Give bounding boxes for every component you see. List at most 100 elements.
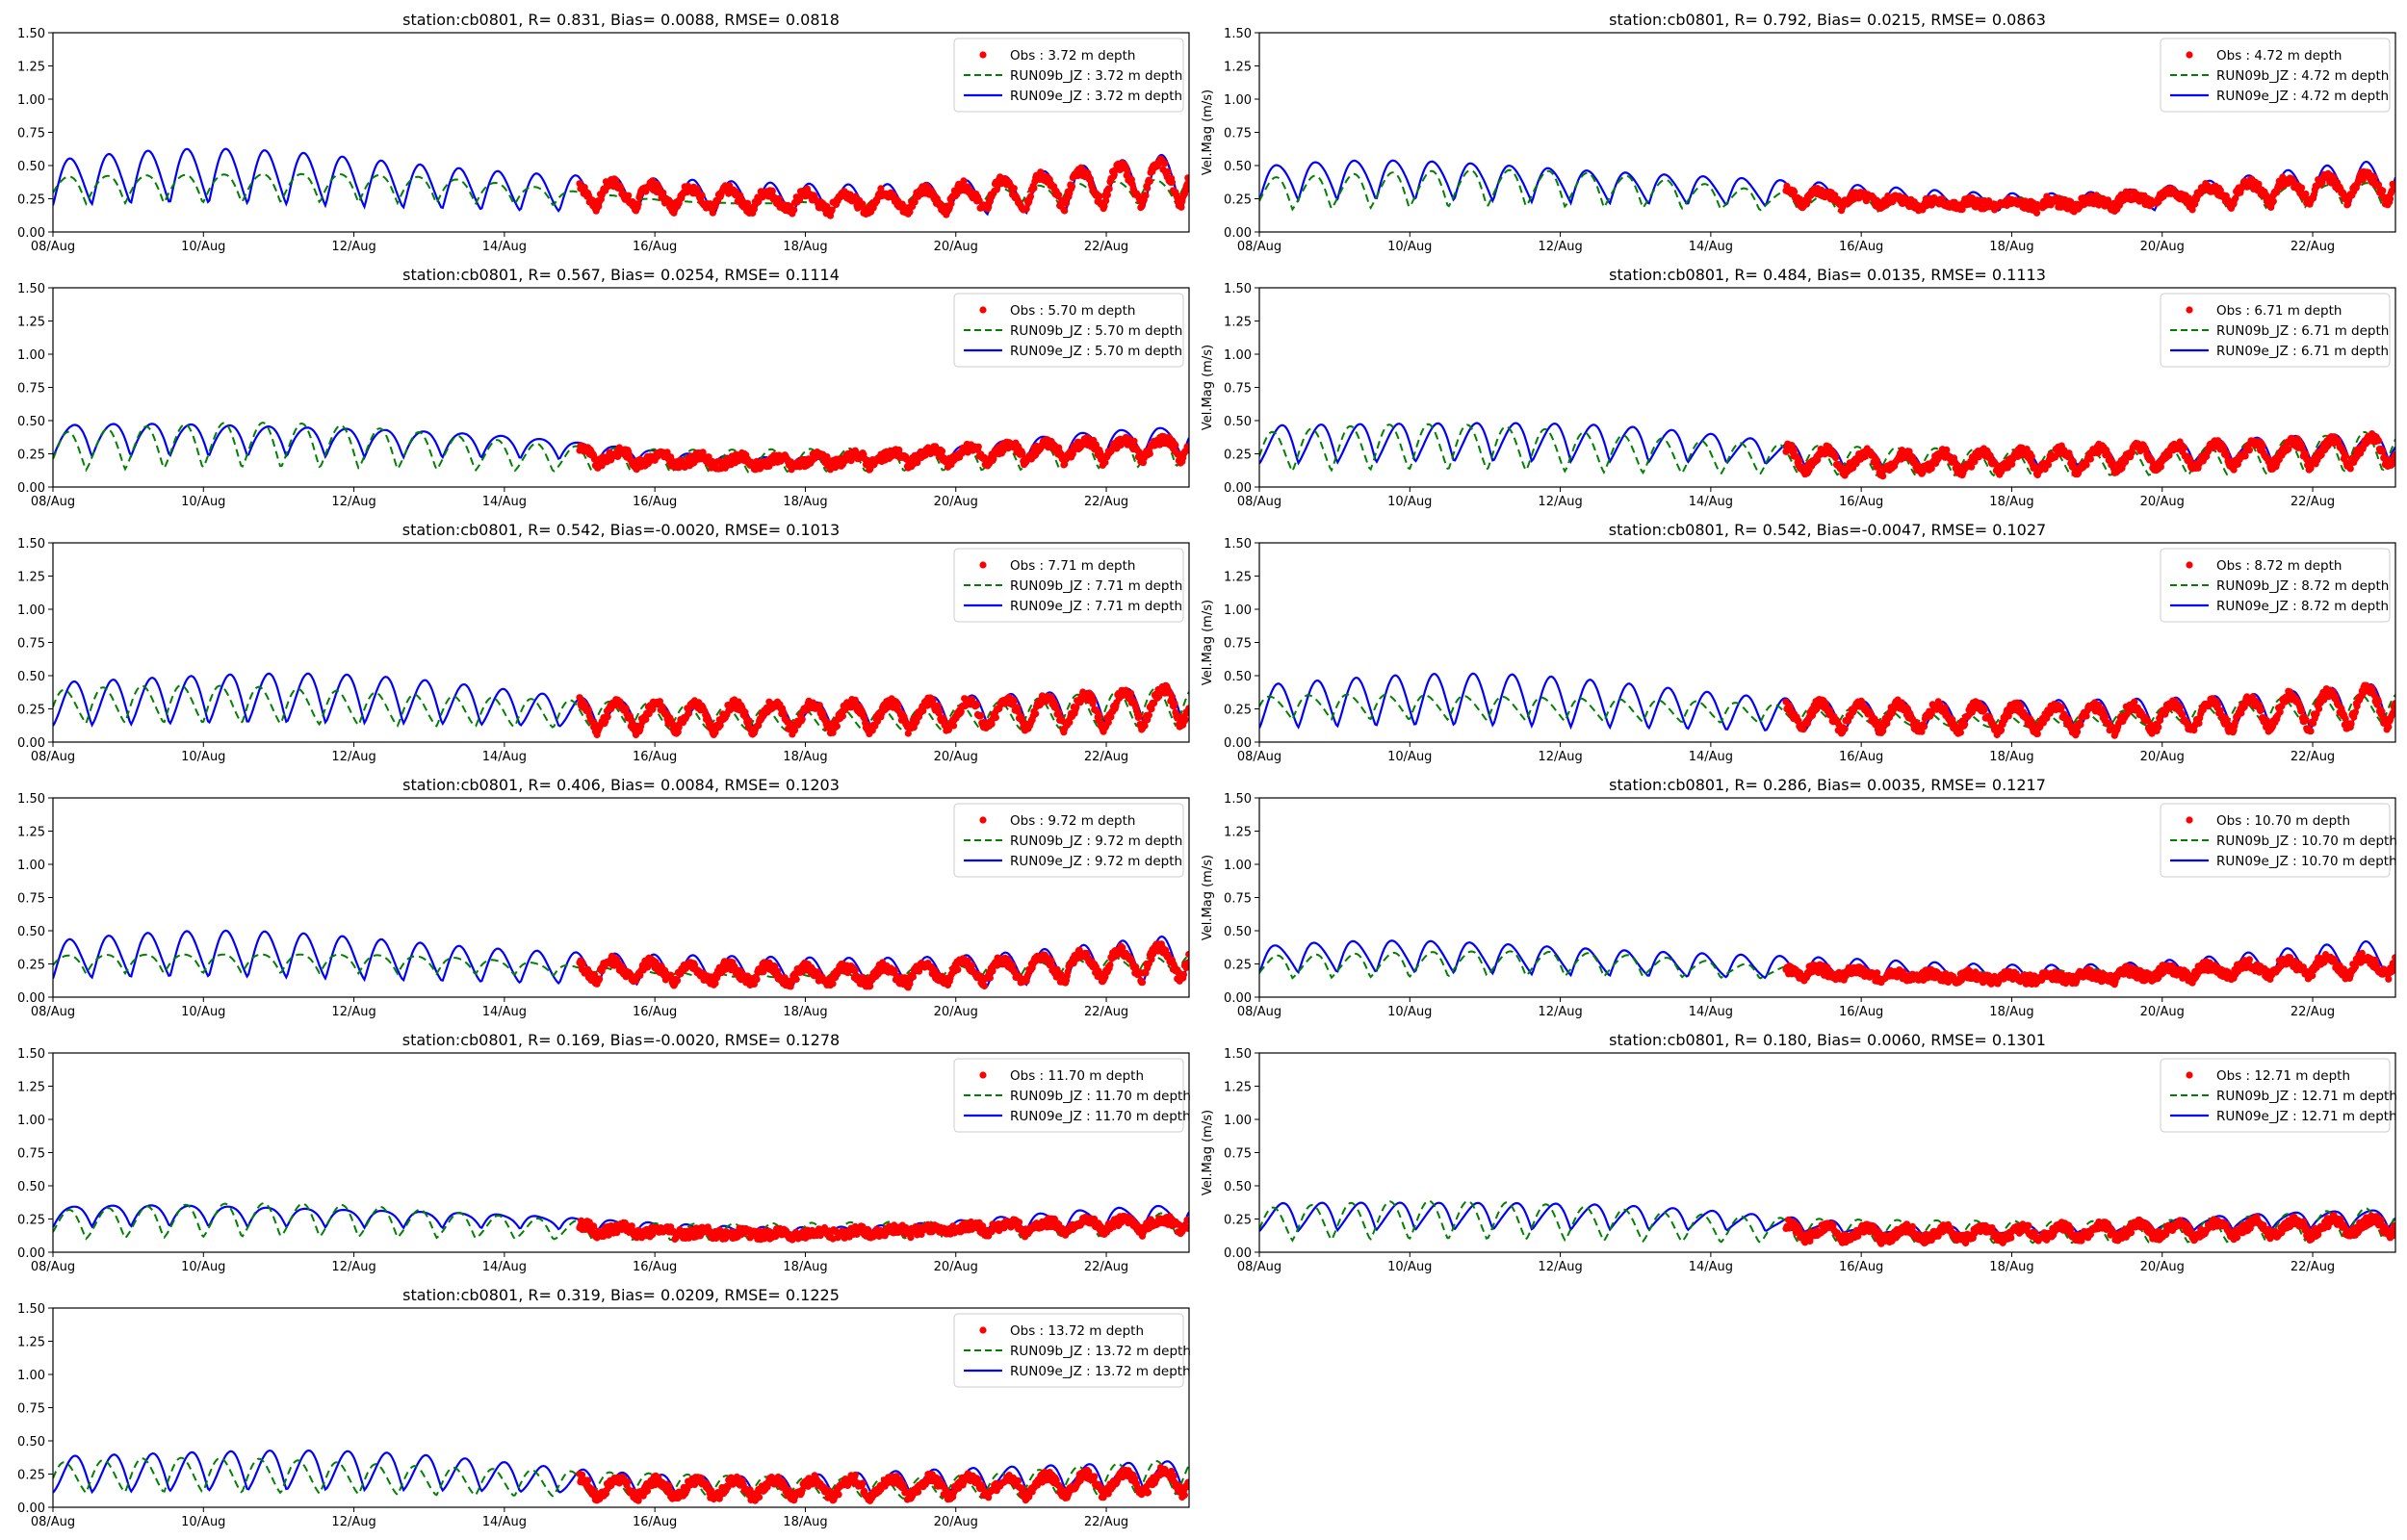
y-tick-label: 0.00: [1224, 481, 1252, 496]
y-axis-label: Vel.Mag (m/s): [1201, 90, 1215, 175]
legend-marker-obs: [979, 1071, 987, 1079]
x-tick-label: 10/Aug: [181, 750, 225, 764]
plot-frame: [1258, 1052, 2396, 1253]
x-tick-label: 12/Aug: [1538, 495, 1582, 509]
x-tick-label: 18/Aug: [783, 750, 827, 764]
panel-title: station:cb0801, R= 0.542, Bias=-0.0020, …: [402, 521, 840, 539]
y-tick-label: 1.00: [17, 93, 45, 108]
x-tick-label: 14/Aug: [1689, 750, 1733, 764]
series-obs: [576, 940, 1189, 991]
y-tick-label: 0.00: [17, 226, 45, 241]
x-tick-label: 16/Aug: [633, 240, 677, 254]
panel-8: station:cb0801, R= 0.286, Bias= 0.0035, …: [1201, 776, 2397, 1019]
panel-title: station:cb0801, R= 0.484, Bias= 0.0135, …: [1609, 266, 2046, 284]
x-tick-label: 12/Aug: [331, 240, 375, 254]
x-tick-label: 08/Aug: [1237, 495, 1281, 509]
legend-label: Obs : 7.71 m depth: [1010, 558, 1135, 574]
panel-6: station:cb0801, R= 0.542, Bias=-0.0047, …: [1201, 521, 2396, 764]
x-tick-label: 10/Aug: [1387, 495, 1432, 509]
legend: Obs : 12.71 m depth RUN09b_JZ : 12.71 m d…: [2160, 1058, 2397, 1133]
y-tick-label: 1.50: [1224, 27, 1252, 41]
legend-marker-obs: [979, 561, 987, 569]
y-tick-label: 0.75: [17, 382, 45, 397]
legend: Obs : 10.70 m depth RUN09b_JZ : 10.70 m d…: [2160, 803, 2397, 878]
y-tick-label: 0.00: [17, 1246, 45, 1261]
y-tick-label: 1.25: [17, 61, 45, 75]
panel-title: station:cb0801, R= 0.406, Bias= 0.0084, …: [402, 776, 840, 794]
x-tick-label: 12/Aug: [1538, 1005, 1582, 1019]
plot-frame: [1258, 32, 2396, 233]
x-tick-label: 20/Aug: [2140, 750, 2185, 764]
x-tick-label: 14/Aug: [1689, 240, 1733, 254]
x-tick-label: 16/Aug: [1839, 750, 1883, 764]
panel-title: station:cb0801, R= 0.319, Bias= 0.0209, …: [402, 1286, 840, 1304]
legend-label: RUN09b_JZ : 9.72 m depth: [1010, 834, 1182, 849]
legend-label: Obs : 8.72 m depth: [2216, 558, 2342, 574]
y-tick-label: 0.00: [1224, 991, 1252, 1006]
legend-label: Obs : 5.70 m depth: [1010, 303, 1135, 319]
panel-title: station:cb0801, R= 0.180, Bias= 0.0060, …: [1609, 1031, 2046, 1049]
x-tick-label: 18/Aug: [783, 1515, 827, 1529]
plot-frame: [52, 542, 1190, 743]
x-tick-label: 20/Aug: [934, 750, 978, 764]
legend: Obs : 3.72 m depth RUN09b_JZ : 3.72 m dep…: [953, 38, 1184, 113]
x-tick-label: 16/Aug: [1839, 1005, 1883, 1019]
y-tick-label: 0.50: [1224, 1180, 1252, 1194]
panel-9: station:cb0801, R= 0.169, Bias=-0.0020, …: [17, 1031, 1191, 1274]
y-tick-label: 0.50: [1224, 160, 1252, 174]
x-tick-label: 16/Aug: [1839, 495, 1883, 509]
y-axis-label: Vel.Mag (m/s): [1201, 1110, 1215, 1195]
panel-2: station:cb0801, R= 0.792, Bias= 0.0215, …: [1201, 11, 2396, 254]
y-tick-label: 0.50: [1224, 670, 1252, 684]
panel-1: station:cb0801, R= 0.831, Bias= 0.0088, …: [17, 11, 1190, 254]
legend-label: RUN09b_JZ : 8.72 m depth: [2216, 578, 2389, 594]
panel-title: station:cb0801, R= 0.792, Bias= 0.0215, …: [1609, 11, 2046, 29]
y-tick-label: 0.50: [17, 415, 45, 429]
y-axis-label: Vel.Mag (m/s): [1201, 345, 1215, 430]
legend-marker-obs: [979, 1326, 987, 1334]
legend-marker-obs: [979, 306, 987, 314]
x-tick-label: 20/Aug: [934, 1515, 978, 1529]
y-tick-label: 0.75: [1224, 1147, 1252, 1162]
legend-label: RUN09e_JZ : 9.72 m depth: [1010, 854, 1182, 869]
y-tick-label: 1.25: [17, 1336, 45, 1350]
x-tick-label: 08/Aug: [31, 495, 75, 509]
y-tick-label: 1.50: [1224, 792, 1252, 807]
y-axis-label: Vel.Mag (m/s): [1201, 600, 1215, 685]
y-tick-label: 0.75: [1224, 637, 1252, 652]
x-tick-label: 12/Aug: [331, 750, 375, 764]
y-tick-label: 0.25: [1224, 449, 1252, 463]
x-tick-label: 12/Aug: [1538, 1260, 1582, 1274]
y-tick-label: 1.00: [17, 1114, 45, 1128]
x-tick-label: 16/Aug: [633, 1260, 677, 1274]
y-tick-label: 1.50: [17, 537, 45, 552]
x-tick-label: 22/Aug: [1084, 495, 1128, 509]
y-tick-label: 0.50: [17, 1180, 45, 1194]
x-tick-label: 20/Aug: [934, 240, 978, 254]
x-tick-label: 12/Aug: [331, 1005, 375, 1019]
y-tick-label: 1.25: [1224, 316, 1252, 330]
y-tick-label: 0.00: [1224, 1246, 1252, 1261]
plot-frame: [1258, 542, 2396, 743]
panel-11: station:cb0801, R= 0.319, Bias= 0.0209, …: [17, 1286, 1191, 1529]
y-tick-label: 1.00: [17, 859, 45, 873]
x-tick-label: 18/Aug: [783, 240, 827, 254]
y-tick-label: 1.00: [1224, 93, 1252, 108]
panel-10: station:cb0801, R= 0.180, Bias= 0.0060, …: [1201, 1031, 2397, 1274]
x-tick-label: 16/Aug: [633, 495, 677, 509]
x-tick-label: 14/Aug: [1689, 1260, 1733, 1274]
legend: Obs : 9.72 m depth RUN09b_JZ : 9.72 m dep…: [953, 803, 1184, 878]
x-tick-label: 10/Aug: [1387, 1260, 1432, 1274]
x-tick-label: 08/Aug: [1237, 1005, 1281, 1019]
legend-marker-obs: [979, 816, 987, 824]
panel-title: station:cb0801, R= 0.286, Bias= 0.0035, …: [1609, 776, 2046, 794]
x-tick-label: 14/Aug: [1689, 1005, 1733, 1019]
x-tick-label: 08/Aug: [1237, 1260, 1281, 1274]
x-tick-label: 08/Aug: [1237, 240, 1281, 254]
legend-label: Obs : 13.72 m depth: [1010, 1323, 1144, 1339]
y-tick-label: 1.50: [1224, 537, 1252, 552]
x-tick-label: 16/Aug: [1839, 240, 1883, 254]
x-tick-label: 18/Aug: [1989, 750, 2033, 764]
x-tick-label: 22/Aug: [1084, 750, 1128, 764]
y-tick-label: 0.50: [1224, 925, 1252, 939]
